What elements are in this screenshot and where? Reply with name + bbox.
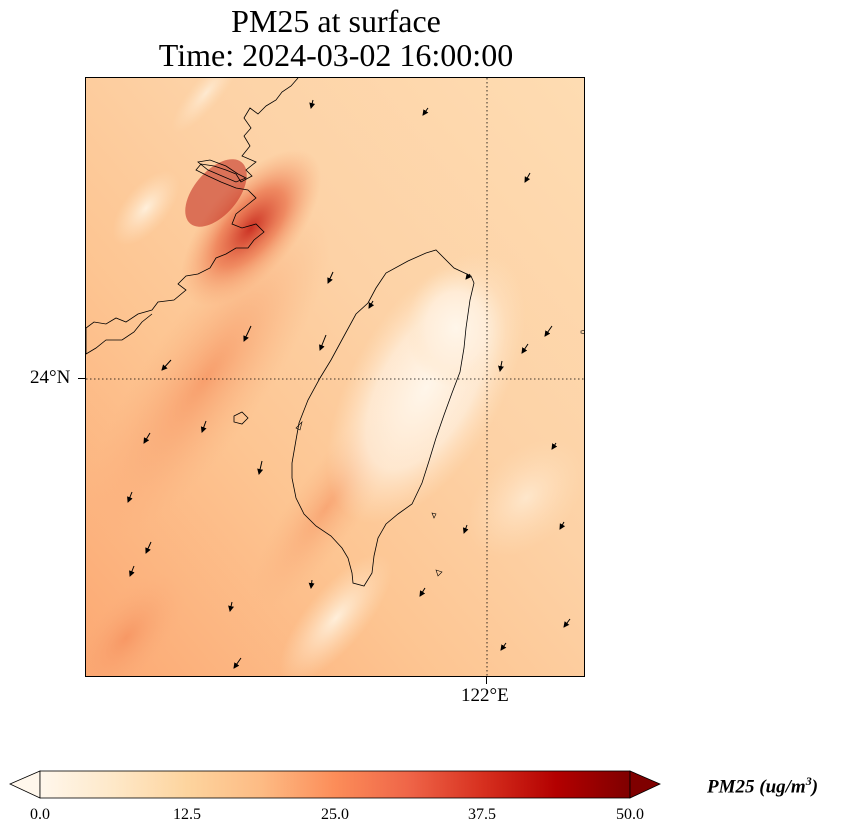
- china-coastline: [86, 78, 299, 355]
- lon-label-122e: 122°E: [461, 685, 509, 706]
- colorbar-min-extend: [9, 770, 41, 799]
- colorbar-graphic: [9, 770, 661, 799]
- title-line-2: Time: 2024-03-02 16:00:00: [158, 37, 514, 73]
- colorbar-tick-2: 25.0: [321, 806, 349, 823]
- title-line-1: PM25 at surface: [231, 3, 441, 39]
- map-title: PM25 at surface Time: 2024-03-02 16:00:0…: [86, 4, 586, 72]
- colorbar-max-extend: [629, 770, 661, 799]
- pollution-plume: [86, 149, 401, 676]
- map-canvas: [86, 78, 584, 676]
- colorbar-tick-3: 37.5: [468, 806, 496, 823]
- colorbar-tick-0: 0.0: [30, 806, 50, 823]
- lat-label-24n: 24°N: [30, 367, 71, 388]
- colorbar-tick-4: 50.0: [616, 806, 644, 823]
- colorbar-label: PM25 (ug/m3): [707, 774, 819, 798]
- colorbar: [8, 768, 663, 804]
- lon-tick: [486, 677, 487, 684]
- wind-vectors: [127, 99, 571, 669]
- lat-tick: [78, 378, 85, 379]
- colorbar-gradient: [39, 770, 631, 799]
- colorbar-tick-1: 12.5: [173, 806, 201, 823]
- pm25-map: [85, 77, 585, 677]
- taiwan-coastline: [291, 249, 475, 587]
